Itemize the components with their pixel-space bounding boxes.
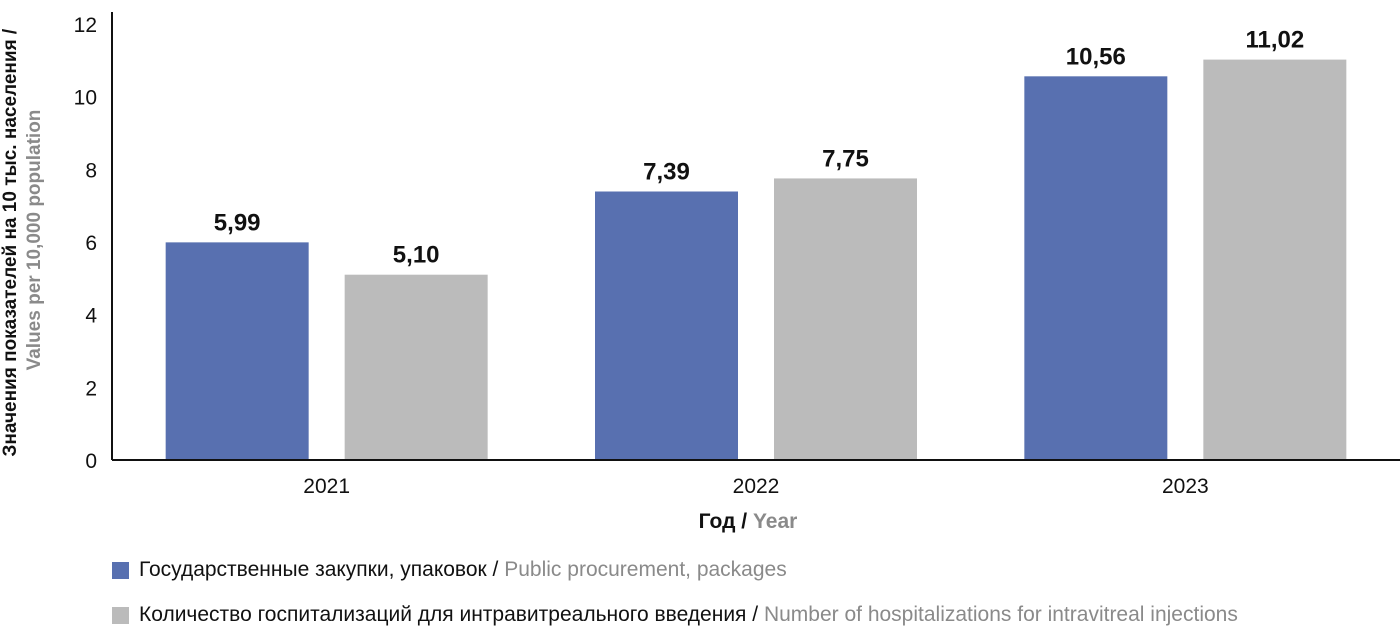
y-ticks-group: 0 2 4 6 8 10 12	[74, 14, 98, 473]
legend-label-en: Number of hospitalizations for intravitr…	[763, 603, 1238, 626]
bar	[1203, 59, 1347, 461]
y-axis-label: Значения показателей на 10 тыс. населени…	[0, 24, 45, 457]
y-tick-label: 10	[74, 87, 97, 110]
bar-value-label: 7,39	[643, 158, 690, 185]
x-tick-label: 2022	[733, 475, 780, 498]
legend-item-public-procurement: Государственные закупки, упаковок / Publ…	[112, 558, 787, 582]
y-axis-label-ru: Значения показателей на 10 тыс. населени…	[0, 28, 21, 456]
y-tick-label: 4	[85, 305, 97, 328]
x-ticks-group: 2021 2022 2023	[303, 475, 1208, 498]
x-tick-label: 2023	[1162, 475, 1209, 498]
legend-swatch-blue	[112, 561, 129, 579]
x-tick-label: 2021	[303, 475, 350, 498]
legend-label-en: Public procurement, packages	[504, 558, 787, 581]
bar	[774, 178, 917, 460]
bar-value-label: 11,02	[1245, 27, 1304, 54]
x-axis-label-en: Year	[753, 510, 797, 533]
bar	[1024, 76, 1168, 460]
bar-value-label: 5,99	[214, 209, 261, 236]
bar-value-label: 5,10	[393, 242, 440, 269]
legend-label-ru: Государственные закупки, упаковок	[139, 558, 487, 581]
bar	[165, 242, 309, 460]
y-axis-label-en: Values per 10,000 population	[24, 110, 45, 371]
y-tick-label: 8	[85, 159, 97, 182]
y-tick-label: 6	[85, 232, 97, 255]
bars-group: 5,99 5,10 7,39 7,75 10,56 11,02	[165, 27, 1347, 461]
legend-label-ru: Количество госпитализаций для интравитре…	[139, 603, 747, 626]
x-axis-label: Год / Year	[699, 510, 798, 533]
y-tick-label: 0	[85, 450, 97, 473]
legend-item-hospitalizations: Количество госпитализаций для интравитре…	[112, 603, 1238, 627]
bar-value-label: 7,75	[822, 145, 869, 172]
legend-swatch-gray	[112, 606, 129, 624]
bar	[595, 191, 738, 460]
chart: 5,99 5,10 7,39 7,75 10,56 11,02 0 2 4 6 8 10 12 202…	[0, 12, 1400, 533]
y-tick-label: 2	[85, 377, 97, 400]
x-axis-label-ru: Год	[699, 510, 736, 533]
y-tick-label: 12	[74, 14, 97, 37]
bar-value-label: 10,56	[1066, 43, 1126, 70]
bar	[344, 274, 488, 460]
